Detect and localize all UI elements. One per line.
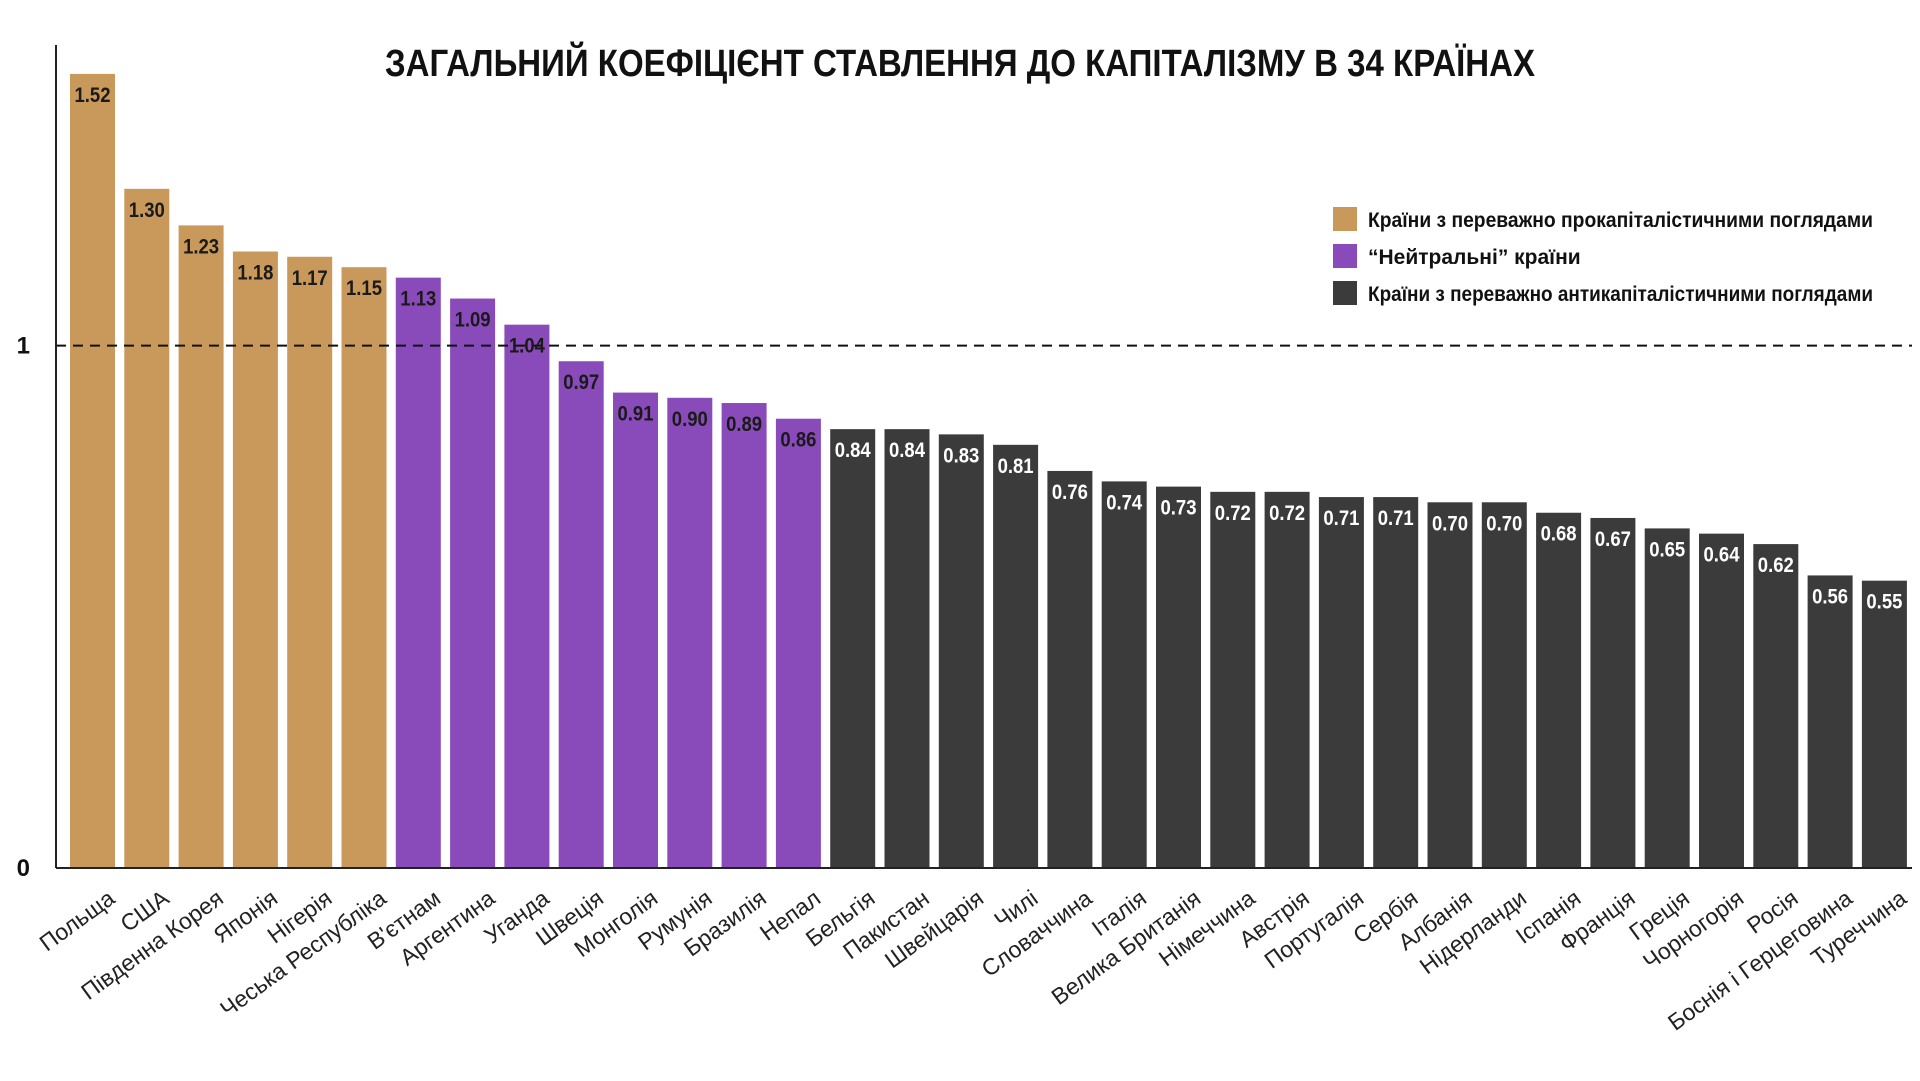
value-label: 0.64 (1704, 544, 1740, 567)
bar-14 (775, 418, 821, 868)
bar-7 (395, 277, 441, 868)
value-label: 0.71 (1378, 507, 1414, 530)
bar-13 (721, 403, 767, 868)
legend-label: Країни з переважно прокапіталістичними п… (1368, 209, 1873, 232)
bar-26 (1427, 502, 1473, 868)
bar-21 (1156, 486, 1201, 868)
value-label: 0.55 (1866, 591, 1902, 614)
bar-27 (1481, 502, 1527, 868)
bar-15 (830, 429, 876, 868)
value-label: 1.04 (509, 335, 545, 358)
bars-group (70, 73, 1907, 869)
value-label: 0.65 (1649, 538, 1685, 561)
bar-31 (1699, 533, 1744, 868)
value-label: 0.91 (618, 403, 654, 426)
value-label: 0.56 (1812, 585, 1848, 608)
legend-swatch (1333, 244, 1357, 268)
value-label: 1.15 (346, 277, 382, 300)
category-label: Польща (35, 884, 120, 956)
bar-23 (1264, 491, 1310, 868)
bar-11 (613, 392, 658, 868)
legend-label: Країни з переважно антикапіталістичними … (1368, 283, 1873, 306)
value-label: 0.72 (1215, 502, 1251, 525)
bar-32 (1753, 544, 1799, 868)
legend-label: “Нейтральні” країни (1368, 246, 1581, 269)
legend: Країни з переважно прокапіталістичними п… (1333, 207, 1873, 306)
bar-6 (341, 267, 387, 868)
value-label: 0.86 (780, 429, 816, 452)
value-label: 0.62 (1758, 554, 1794, 577)
bar-2 (124, 188, 170, 869)
value-label: 0.67 (1595, 528, 1631, 551)
bar-29 (1590, 517, 1636, 868)
bar-33 (1807, 575, 1853, 868)
value-label: 0.70 (1432, 512, 1468, 535)
bar-10 (558, 361, 604, 868)
bar-17 (938, 434, 984, 868)
value-label: 0.68 (1541, 523, 1577, 546)
chart-title: ЗАГАЛЬНИЙ КОЕФІЦІЄНТ СТАВЛЕННЯ ДО КАПІТА… (385, 40, 1536, 85)
value-label: 0.76 (1052, 481, 1088, 504)
value-label: 0.83 (943, 444, 979, 467)
value-label: 0.97 (563, 371, 599, 394)
value-label: 1.18 (237, 262, 273, 285)
bar-3 (178, 225, 224, 869)
bar-34 (1861, 580, 1907, 868)
value-label: 0.74 (1106, 491, 1142, 514)
bar-22 (1210, 491, 1256, 868)
value-label: 0.81 (998, 455, 1034, 478)
bar-24 (1318, 497, 1364, 868)
bar-30 (1644, 528, 1690, 868)
axis-group: 01 (17, 45, 1912, 882)
value-label: 0.84 (835, 439, 871, 462)
bar-8 (450, 298, 496, 868)
value-label: 0.70 (1486, 512, 1522, 535)
value-label: 0.72 (1269, 502, 1305, 525)
legend-swatch (1333, 207, 1357, 231)
bar-5 (287, 256, 333, 868)
value-label: 1.09 (455, 309, 491, 332)
bar-1 (70, 73, 115, 868)
value-label: 0.84 (889, 439, 925, 462)
value-label: 0.90 (672, 408, 708, 431)
bar-25 (1373, 497, 1419, 868)
bar-19 (1047, 470, 1093, 868)
value-label: 1.52 (75, 84, 111, 107)
value-labels-group: 1.52 1.30 1.23 1.18 1.17 1.15 1.13 1.09 1.04 0.97… (75, 84, 1903, 614)
bar-16 (884, 429, 930, 868)
bar-18 (993, 444, 1039, 868)
value-label: 1.17 (292, 267, 328, 290)
bar-28 (1536, 512, 1582, 868)
legend-swatch (1333, 281, 1357, 305)
bar-12 (667, 397, 713, 868)
y-tick-label: 1 (17, 333, 30, 360)
y-tick-label: 0 (17, 855, 30, 882)
value-label: 1.30 (129, 199, 165, 222)
value-label: 0.71 (1323, 507, 1359, 530)
bar-4 (232, 251, 278, 868)
value-label: 0.73 (1161, 497, 1197, 520)
value-label: 1.23 (183, 235, 219, 258)
value-label: 1.13 (400, 288, 436, 311)
value-label: 0.89 (726, 413, 762, 436)
bar-9 (504, 324, 550, 869)
bar-20 (1101, 481, 1147, 868)
